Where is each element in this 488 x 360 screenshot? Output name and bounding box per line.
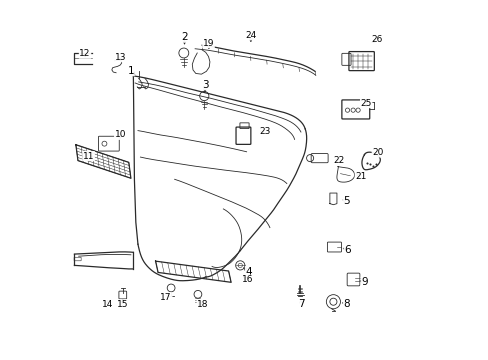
Text: 26: 26 xyxy=(370,35,382,44)
Text: 22: 22 xyxy=(333,156,344,165)
Text: 10: 10 xyxy=(114,130,126,139)
Text: 6: 6 xyxy=(344,245,350,255)
Text: 16: 16 xyxy=(242,275,253,284)
Text: 11: 11 xyxy=(82,152,94,161)
Text: 8: 8 xyxy=(343,299,349,309)
Text: 14: 14 xyxy=(102,300,113,309)
Text: 17: 17 xyxy=(160,293,172,302)
Text: 1: 1 xyxy=(127,66,134,76)
Text: 5: 5 xyxy=(342,196,349,206)
Text: 2: 2 xyxy=(181,32,187,42)
Text: 18: 18 xyxy=(197,300,208,309)
Text: 13: 13 xyxy=(114,53,126,62)
Text: 24: 24 xyxy=(244,31,256,40)
Text: 21: 21 xyxy=(354,172,366,181)
Text: 15: 15 xyxy=(117,300,128,309)
Text: 9: 9 xyxy=(361,277,367,287)
Text: 25: 25 xyxy=(360,99,371,108)
Text: 7: 7 xyxy=(297,299,304,309)
Text: 23: 23 xyxy=(259,127,270,136)
Text: 12: 12 xyxy=(79,49,91,58)
Text: 4: 4 xyxy=(245,267,251,277)
Text: 3: 3 xyxy=(201,80,208,90)
Text: 19: 19 xyxy=(203,39,214,48)
Text: 20: 20 xyxy=(371,148,383,157)
